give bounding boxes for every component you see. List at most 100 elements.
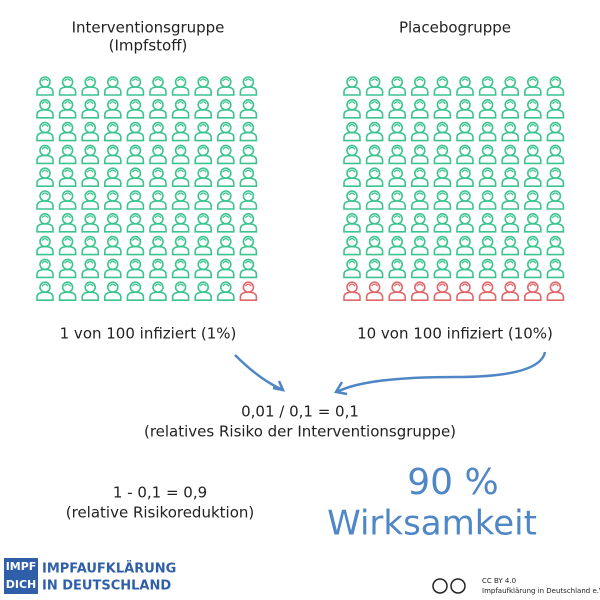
healthy-person (217, 235, 235, 256)
logo-badge-top: IMPF (6, 560, 37, 573)
logo-line: IN DEUTSCHLAND (42, 579, 171, 594)
healthy-person (365, 235, 384, 256)
healthy-person (36, 190, 54, 210)
healthy-person (239, 190, 258, 210)
infected-person (523, 281, 542, 302)
healthy-person (365, 213, 384, 233)
healthy-person (523, 121, 542, 142)
healthy-person (149, 235, 167, 256)
healthy-person (523, 235, 542, 256)
healthy-person (501, 258, 520, 279)
healthy-person (501, 76, 520, 96)
healthy-person (546, 258, 565, 279)
healthy-person (58, 258, 77, 279)
healthy-person (194, 235, 212, 256)
healthy-person (217, 190, 235, 210)
healthy-person (239, 258, 258, 279)
healthy-person (149, 167, 167, 187)
healthy-person (149, 121, 167, 142)
healthy-person (217, 144, 235, 165)
healthy-person (388, 213, 407, 233)
healthy-person (58, 121, 77, 142)
healthy-person (433, 99, 452, 119)
healthy-person (194, 99, 212, 119)
healthy-person (126, 281, 145, 302)
healthy-person (36, 281, 54, 302)
healthy-person (36, 76, 54, 96)
healthy-person (365, 190, 384, 210)
healthy-person (194, 144, 212, 165)
healthy-person (546, 76, 565, 96)
healthy-person (523, 76, 542, 96)
healthy-person (343, 258, 361, 279)
healthy-person (36, 258, 54, 279)
healthy-person (365, 144, 384, 165)
healthy-person (523, 258, 542, 279)
healthy-person (36, 213, 54, 233)
group-result: 10 von 100 infiziert (10%) (357, 325, 553, 343)
healthy-person (478, 121, 497, 142)
infected-person (239, 281, 258, 302)
healthy-person (343, 213, 361, 233)
healthy-person (104, 167, 122, 187)
group-result: 1 von 100 infiziert (1%) (60, 325, 237, 343)
healthy-person (36, 167, 54, 187)
healthy-person (433, 167, 452, 187)
healthy-person (523, 99, 542, 119)
healthy-person (478, 258, 497, 279)
group-subtitle: (Impfstoff) (109, 37, 188, 55)
license-line: CC BY 4.0 (482, 577, 516, 585)
healthy-person (194, 76, 212, 96)
healthy-person (433, 258, 452, 279)
healthy-person (478, 76, 497, 96)
healthy-person (501, 213, 520, 233)
healthy-person (58, 76, 77, 96)
efficacy-label: Wirksamkeit (327, 504, 537, 544)
formula-caption: (relatives Risiko der Interventionsgrupp… (144, 423, 456, 441)
healthy-person (456, 99, 474, 119)
healthy-person (58, 235, 77, 256)
healthy-person (523, 213, 542, 233)
healthy-person (171, 76, 190, 96)
healthy-person (478, 213, 497, 233)
healthy-person (217, 76, 235, 96)
healthy-person (410, 121, 429, 142)
healthy-person (126, 144, 145, 165)
healthy-person (365, 258, 384, 279)
healthy-person (126, 258, 145, 279)
healthy-person (388, 144, 407, 165)
healthy-person (501, 121, 520, 142)
healthy-person (546, 144, 565, 165)
healthy-person (410, 99, 429, 119)
healthy-person (388, 121, 407, 142)
healthy-person (126, 76, 145, 96)
healthy-person (501, 144, 520, 165)
healthy-person (239, 235, 258, 256)
healthy-person (171, 190, 190, 210)
healthy-person (456, 167, 474, 187)
infected-person (365, 281, 384, 302)
healthy-person (501, 190, 520, 210)
healthy-person (501, 235, 520, 256)
healthy-person (149, 99, 167, 119)
healthy-person (239, 121, 258, 142)
healthy-person (388, 190, 407, 210)
healthy-person (433, 144, 452, 165)
healthy-person (456, 258, 474, 279)
healthy-person (194, 258, 212, 279)
healthy-person (410, 167, 429, 187)
healthy-person (456, 190, 474, 210)
healthy-person (343, 99, 361, 119)
healthy-person (194, 190, 212, 210)
healthy-person (36, 235, 54, 256)
healthy-person (171, 281, 190, 302)
healthy-person (149, 144, 167, 165)
license-line: Impfaufklärung in Deutschland e.V. (482, 587, 600, 595)
logo-badge-bottom: DICH (6, 578, 37, 591)
healthy-person (388, 235, 407, 256)
reduction: 1 - 0,1 = 0,9 (113, 484, 207, 502)
healthy-person (546, 167, 565, 187)
healthy-person (194, 213, 212, 233)
healthy-person (104, 281, 122, 302)
